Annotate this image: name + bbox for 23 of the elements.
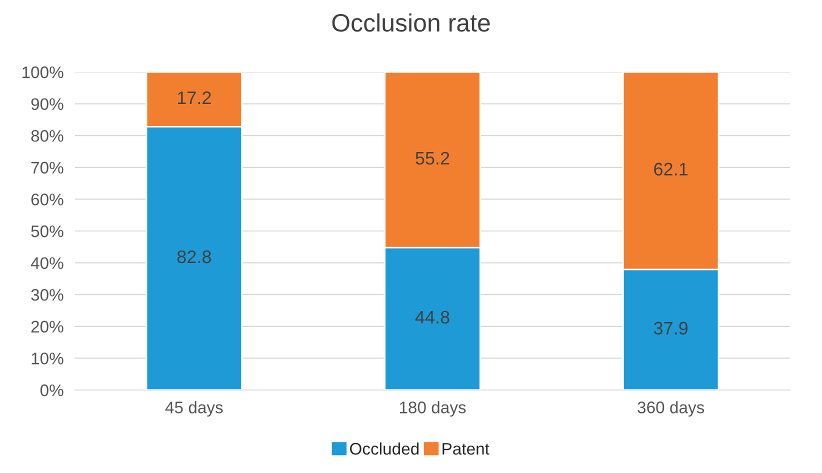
data-label: 44.8: [415, 310, 450, 324]
y-tick-label: 20%: [31, 320, 64, 333]
y-tick-label: 50%: [31, 225, 64, 238]
y-tick-label: 60%: [31, 194, 64, 206]
y-tick-label: 70%: [31, 162, 64, 174]
chart-title: Occlusion rate: [332, 13, 490, 32]
y-tick-label: 0%: [40, 384, 64, 396]
x-tick-label: 180 days: [400, 401, 466, 417]
y-tick-label: 100%: [22, 66, 64, 78]
data-label: 55.2: [416, 152, 450, 165]
y-tick-label: 40%: [30, 257, 64, 270]
y-tick-label: 10%: [32, 352, 64, 364]
data-label: 82.8: [177, 250, 211, 264]
data-label: 62.1: [654, 162, 688, 176]
y-tick-label: 80%: [31, 130, 64, 142]
data-label: 17.2: [178, 91, 211, 104]
y-tick-label: 90%: [31, 98, 64, 110]
x-tick-label: 360 days: [638, 401, 704, 417]
y-tick-label: 30%: [31, 289, 64, 301]
legend-label: Patent: [442, 443, 490, 455]
legend-label: Occluded: [350, 442, 419, 455]
x-tick-label: 45 days: [165, 401, 223, 417]
data-label: 37.9: [654, 322, 688, 335]
